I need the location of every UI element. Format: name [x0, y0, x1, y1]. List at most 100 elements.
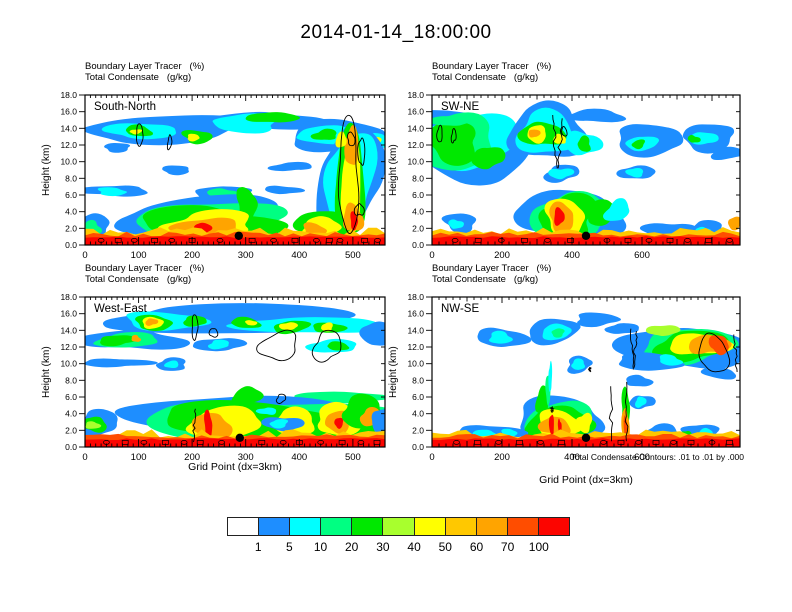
- surface-contour-mark: [373, 440, 381, 445]
- surface-contour-mark: [544, 238, 551, 243]
- panel-label: South-North: [94, 101, 156, 113]
- y-tick-label: 10.0: [60, 359, 77, 369]
- y-tick-label: 14.0: [60, 325, 77, 335]
- location-dot: [581, 433, 591, 442]
- surface-contour-mark: [705, 238, 712, 243]
- y-tick-label: 6.0: [412, 392, 424, 402]
- y-tick-label: 18.0: [60, 292, 77, 302]
- y-tick-label: 2.0: [65, 223, 77, 233]
- surface-contour-mark: [168, 238, 176, 243]
- page-title: 2014-01-14_18:00:00: [300, 22, 492, 43]
- panel-label: West-East: [94, 303, 148, 315]
- location-dot: [581, 231, 591, 240]
- panel-header-condensate: Total Condensate (g/kg): [85, 72, 192, 83]
- colorbar-label: 1: [254, 540, 262, 554]
- y-tick-label: 12.0: [60, 342, 77, 352]
- y-tick-label: 4.0: [65, 207, 77, 217]
- y-tick-label: 6.0: [65, 190, 77, 200]
- y-tick-label: 6.0: [65, 392, 77, 402]
- surface-contour-mark: [726, 440, 733, 445]
- panel-label: SW-NE: [441, 101, 479, 113]
- y-tick-label: 16.0: [407, 107, 424, 117]
- surface-contour-mark: [451, 238, 459, 243]
- x-tick-label: 100: [131, 452, 147, 463]
- y-tick-label: 8.0: [412, 375, 424, 385]
- colorbar: 1 5 10 20 30 40 50 60 70 100: [227, 517, 570, 554]
- y-tick-label: 4.0: [65, 409, 77, 419]
- surface-contour-mark: [196, 440, 204, 445]
- colorbar-segment: [228, 518, 260, 535]
- panel-header-condensate: Total Condensate (g/kg): [85, 274, 192, 285]
- y-tick-label: 10.0: [407, 359, 424, 369]
- y-tick-label: 0.0: [65, 442, 77, 452]
- x-tick-label: 400: [291, 250, 307, 261]
- colorbar-label: 20: [345, 540, 359, 554]
- x-tick-label: 0: [82, 452, 87, 463]
- surface-contour-mark: [374, 238, 381, 243]
- y-tick-label: 12.0: [407, 342, 424, 352]
- surface-contour-mark: [121, 440, 129, 445]
- surface-contour-mark: [474, 440, 481, 445]
- x-tick-label: 100: [131, 250, 147, 261]
- x-axis-title-right: Grid Point (dx=3km): [539, 474, 633, 486]
- colorbar-segment: [414, 518, 446, 535]
- y-tick-label: 16.0: [60, 309, 77, 319]
- colorbar-segment: [445, 518, 477, 535]
- x-tick-label: 200: [184, 452, 200, 463]
- x-tick-label: 300: [238, 452, 254, 463]
- y-tick-label: 4.0: [412, 409, 424, 419]
- y-tick-label: 4.0: [412, 207, 424, 217]
- surface-contour-mark: [558, 440, 565, 445]
- contour-plot-south-north: 0 100 200 300 400 500 0.0 2.0 4.0 6.0 8.0 10.0 12.0 1…: [60, 90, 386, 261]
- panel-south-north: Boundary Layer Tracer (%) Total Condensa…: [39, 61, 397, 271]
- contour-plot-west-east: 0 100 200 300 400 500 0.0 2.0 4.0 6.0 8.0 10.0 12.0 1…: [60, 292, 386, 463]
- colorbar-segment: [383, 518, 415, 535]
- x-tick-label: 400: [564, 250, 580, 261]
- x-tick-label: 200: [494, 250, 510, 261]
- surface-contour-mark: [453, 440, 460, 445]
- x-tick-label: 400: [564, 452, 580, 463]
- colorbar-label: 40: [407, 540, 421, 554]
- colorbar-label: 100: [528, 540, 549, 554]
- surface-contour-mark: [567, 238, 574, 243]
- y-tick-label: 8.0: [65, 375, 77, 385]
- y-tick-label: 8.0: [65, 173, 77, 183]
- x-tick-label: 0: [82, 250, 87, 261]
- colorbar-segments: [227, 517, 570, 536]
- colorbar-label: 50: [438, 540, 452, 554]
- colorbar-segment: [321, 518, 353, 535]
- y-tick-label: 14.0: [407, 325, 424, 335]
- y-tick-label: 0.0: [65, 240, 77, 250]
- surface-contour-mark: [361, 238, 368, 243]
- surface-contour-mark: [114, 238, 122, 243]
- contour-note: Total Condensate Contours: .01 to .01 by…: [570, 452, 744, 462]
- x-tick-label: 500: [345, 452, 361, 463]
- surface-contour-mark: [130, 238, 138, 243]
- surface-contour-mark: [474, 238, 482, 243]
- surface-contour-mark: [313, 238, 320, 243]
- panel-header-tracer: Boundary Layer Tracer (%): [85, 61, 205, 72]
- y-tick-label: 0.0: [412, 442, 424, 452]
- colorbar-segment: [290, 518, 322, 535]
- y-tick-label: 18.0: [407, 90, 424, 100]
- panel-header-condensate: Total Condensate (g/kg): [432, 72, 539, 83]
- panel-west-east: Boundary Layer Tracer (%) Total Condensa…: [39, 263, 397, 473]
- y-tick-label: 10.0: [60, 157, 77, 167]
- y-tick-label: 18.0: [60, 90, 77, 100]
- panel-header-tracer: Boundary Layer Tracer (%): [85, 263, 205, 274]
- surface-contour-mark: [635, 440, 642, 445]
- surface-contour-mark: [291, 238, 299, 243]
- surface-contour-mark: [521, 238, 528, 243]
- surface-contour-mark: [357, 440, 365, 445]
- x-tick-label: 600: [634, 452, 650, 463]
- panel-header-tracer: Boundary Layer Tracer (%): [432, 61, 552, 72]
- surface-contour-mark: [684, 238, 691, 243]
- colorbar-label: 70: [500, 540, 515, 554]
- colorbar-segment: [259, 518, 291, 535]
- y-tick-label: 10.0: [407, 157, 424, 167]
- surface-contour-mark: [218, 440, 225, 445]
- colorbar-segment: [538, 518, 570, 535]
- surface-contour-mark: [495, 440, 502, 445]
- panel-nw-se: Boundary Layer Tracer (%) Total Condensa…: [386, 263, 752, 473]
- surface-contour-mark: [248, 238, 256, 243]
